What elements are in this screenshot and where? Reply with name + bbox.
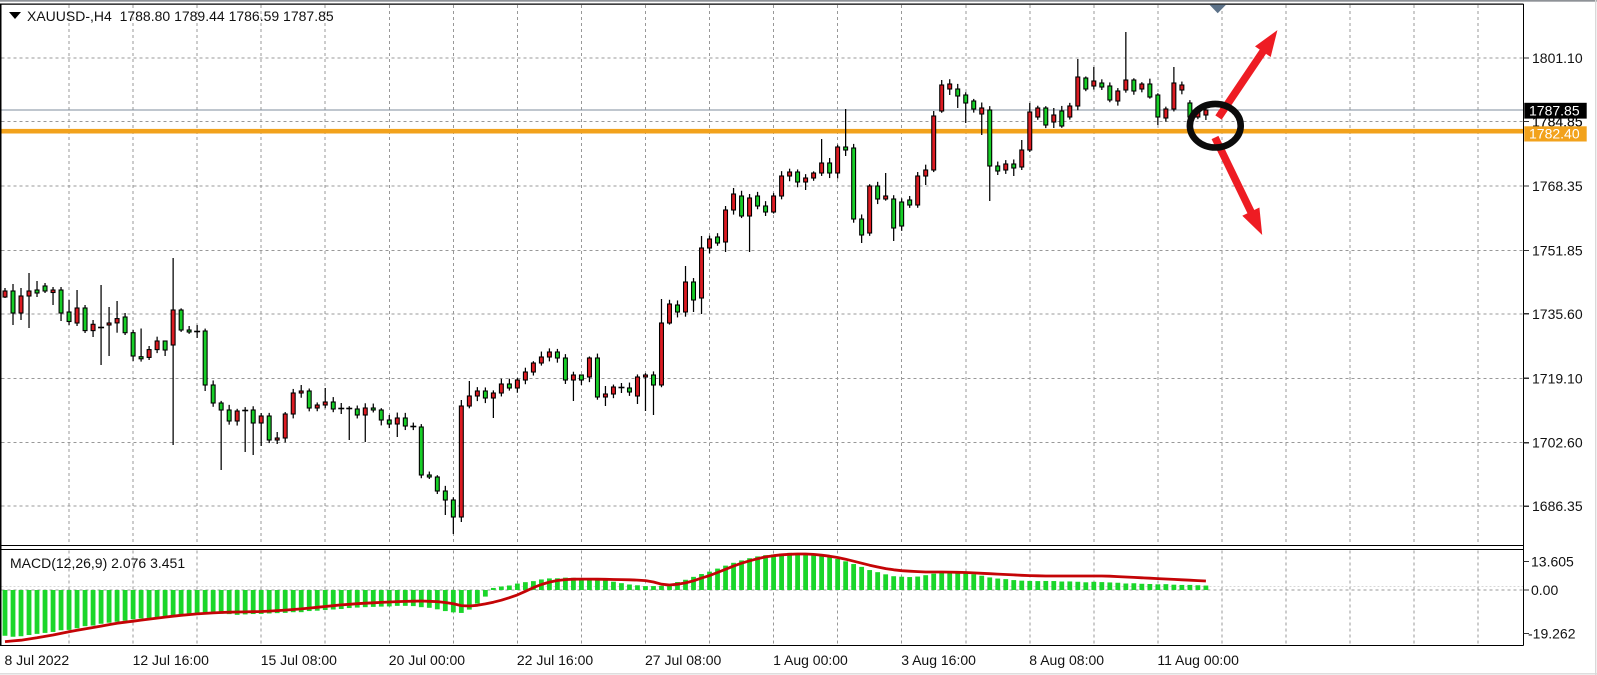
svg-text:1686.35: 1686.35 (1532, 498, 1583, 514)
svg-text:20 Jul 00:00: 20 Jul 00:00 (389, 652, 465, 668)
svg-text:8 Jul 2022: 8 Jul 2022 (5, 652, 70, 668)
svg-text:-19.262: -19.262 (1528, 626, 1576, 642)
svg-text:1719.10: 1719.10 (1532, 370, 1583, 386)
svg-text:1787.85: 1787.85 (1529, 102, 1580, 118)
svg-text:0.00: 0.00 (1531, 582, 1558, 598)
svg-text:11 Aug 00:00: 11 Aug 00:00 (1157, 652, 1239, 668)
svg-text:3 Aug 16:00: 3 Aug 16:00 (901, 652, 976, 668)
svg-text:12 Jul 16:00: 12 Jul 16:00 (133, 652, 209, 668)
svg-text:1782.40: 1782.40 (1529, 126, 1580, 142)
svg-text:8 Aug 08:00: 8 Aug 08:00 (1029, 652, 1104, 668)
svg-text:1702.60: 1702.60 (1532, 435, 1583, 451)
svg-text:13.605: 13.605 (1531, 554, 1574, 570)
svg-text:27 Jul 08:00: 27 Jul 08:00 (645, 652, 721, 668)
svg-text:1751.85: 1751.85 (1532, 242, 1583, 258)
svg-text:22 Jul 16:00: 22 Jul 16:00 (517, 652, 593, 668)
svg-text:1735.60: 1735.60 (1532, 306, 1583, 322)
svg-text:1 Aug 00:00: 1 Aug 00:00 (773, 652, 848, 668)
svg-text:XAUUSD-,H4 1788.80 1789.44 17: XAUUSD-,H4 1788.80 1789.44 1786.59 1787.… (27, 8, 334, 24)
svg-text:15 Jul 08:00: 15 Jul 08:00 (261, 652, 337, 668)
svg-text:1801.10: 1801.10 (1532, 50, 1583, 66)
svg-text:1768.35: 1768.35 (1532, 178, 1583, 194)
svg-text:MACD(12,26,9) 2.076 3.451: MACD(12,26,9) 2.076 3.451 (10, 555, 185, 571)
